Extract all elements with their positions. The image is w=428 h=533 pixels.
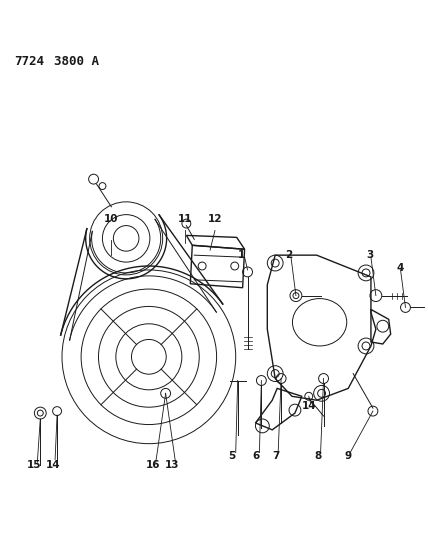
Text: 7724: 7724 <box>15 55 45 68</box>
Text: 11: 11 <box>178 214 193 224</box>
Text: 3: 3 <box>366 250 374 260</box>
Text: 2: 2 <box>285 250 293 260</box>
Text: 13: 13 <box>165 461 180 471</box>
Text: 1: 1 <box>238 250 245 260</box>
Text: 16: 16 <box>146 461 160 471</box>
Text: 8: 8 <box>314 450 321 461</box>
Text: 12: 12 <box>208 214 222 224</box>
Text: 15: 15 <box>27 461 42 471</box>
Text: 14: 14 <box>301 401 316 411</box>
Text: 4: 4 <box>397 263 404 273</box>
Text: 14: 14 <box>46 461 60 471</box>
Text: 5: 5 <box>228 450 235 461</box>
Text: 10: 10 <box>104 214 119 224</box>
Text: 3800 A: 3800 A <box>54 55 99 68</box>
Text: 9: 9 <box>345 450 352 461</box>
Text: 6: 6 <box>253 450 260 461</box>
Text: 7: 7 <box>273 450 280 461</box>
